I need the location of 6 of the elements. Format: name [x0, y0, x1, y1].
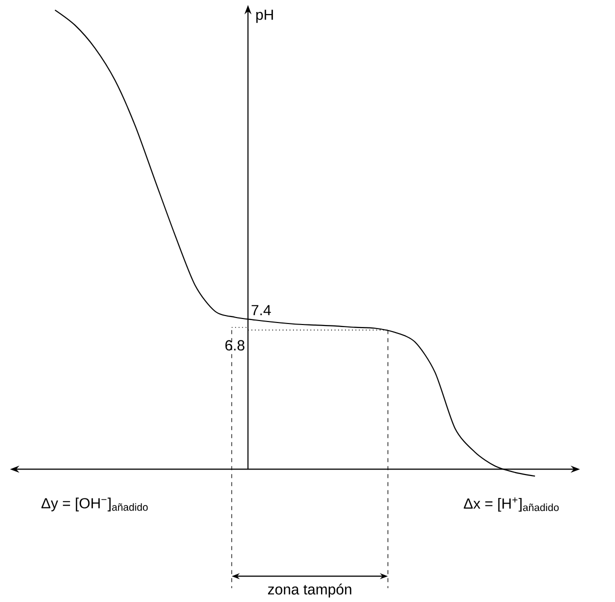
annotation: 6.8: [225, 340, 244, 351]
text: zona tampón: [268, 584, 352, 598]
annotation: 7.4: [252, 305, 271, 316]
text: Δy = [OH$^{−}$]$_{añadido}$: [41, 498, 148, 512]
text: Δx = [H$^{+}$]$_{añadido}$: [464, 497, 559, 512]
y-axis-title: pH: [256, 10, 273, 23]
